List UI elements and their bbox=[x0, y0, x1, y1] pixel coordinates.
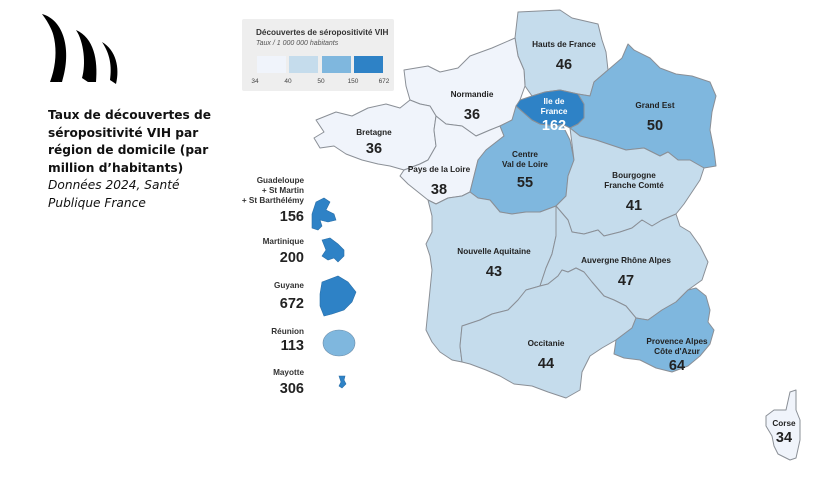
label-nouvelle-aquitaine: Nouvelle Aquitaine 43 bbox=[457, 247, 531, 280]
label-hauts-de-france: Hauts de France 46 bbox=[532, 40, 596, 73]
overseas-reunion-shape[interactable] bbox=[322, 329, 356, 357]
map-source: Données 2024, Santé Publique France bbox=[48, 178, 180, 210]
label-reunion: Réunion 113 bbox=[271, 327, 304, 354]
legend-tick: 50 bbox=[317, 78, 325, 85]
label-provence-alpes-cote-dazur: Provence Alpes Côte d'Azur 64 bbox=[646, 337, 708, 374]
legend-subtitle: Taux / 1 000 000 habitants bbox=[256, 40, 339, 47]
map-title-block: Taux de découvertes de séropositivité VI… bbox=[48, 107, 218, 212]
label-occitanie: Occitanie 44 bbox=[527, 339, 565, 372]
legend-tick: 150 bbox=[347, 78, 359, 85]
label-bretagne: Bretagne 36 bbox=[356, 128, 392, 157]
label-martinique: Martinique 200 bbox=[262, 237, 304, 266]
label-grand-est: Grand Est 50 bbox=[635, 101, 675, 134]
legend-swatch-4 bbox=[354, 56, 383, 73]
label-guadeloupe: Guadeloupe + St Martin + St Barthélémy 156 bbox=[241, 176, 304, 225]
legend-swatch-3 bbox=[322, 56, 351, 73]
region-provence-alpes-cote-dazur[interactable] bbox=[613, 287, 715, 373]
label-guyane: Guyane 672 bbox=[273, 281, 304, 312]
overseas-guadeloupe-shape[interactable] bbox=[311, 197, 337, 231]
legend-swatch-1 bbox=[257, 56, 286, 73]
overseas-martinique-shape[interactable] bbox=[321, 237, 345, 263]
label-pays-de-la-loire: Pays de la Loire 38 bbox=[407, 165, 471, 198]
label-corse: Corse 34 bbox=[772, 419, 796, 446]
label-bourgogne-franche-comte: Bourgogne Franche Comté 41 bbox=[604, 171, 664, 214]
legend-tick: 672 bbox=[378, 78, 390, 85]
region-corse[interactable] bbox=[765, 389, 801, 461]
legend-swatch-2 bbox=[289, 56, 318, 73]
legend-title: Découvertes de séropositivité VIH bbox=[256, 28, 389, 37]
legend-tick: 34 bbox=[251, 78, 259, 85]
sails-logo-icon bbox=[42, 14, 118, 84]
overseas-guyane-shape[interactable] bbox=[319, 275, 357, 317]
overseas-mayotte-shape[interactable] bbox=[338, 375, 347, 389]
label-normandie: Normandie 36 bbox=[450, 90, 494, 123]
region-occitanie[interactable] bbox=[459, 267, 637, 399]
map-title: Taux de découvertes de séropositivité VI… bbox=[48, 108, 212, 175]
label-ile-de-france: Ile de France 162 bbox=[540, 97, 568, 134]
legend: Découvertes de séropositivité VIH Taux /… bbox=[242, 19, 394, 91]
label-mayotte: Mayotte 306 bbox=[273, 368, 304, 397]
legend-tick: 40 bbox=[284, 78, 292, 85]
label-centre-val-de-loire: Centre Val de Loire 55 bbox=[502, 150, 548, 191]
label-auvergne-rhone-alpes: Auvergne Rhône Alpes 47 bbox=[581, 256, 671, 289]
